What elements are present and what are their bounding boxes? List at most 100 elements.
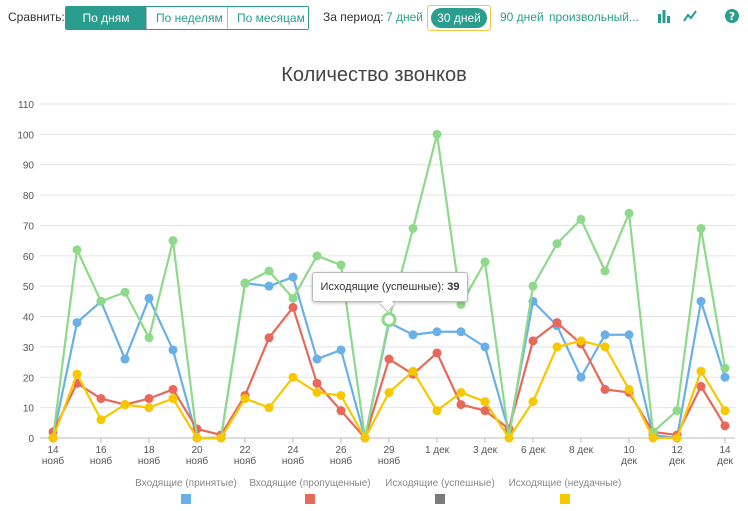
period-30-days-label: 30 дней <box>431 8 487 28</box>
data-point <box>312 387 322 397</box>
data-point <box>528 281 538 291</box>
data-point <box>72 245 82 255</box>
data-point <box>696 296 706 306</box>
legend-label: Исходящие (успешные) <box>385 478 495 489</box>
data-point <box>144 403 154 413</box>
legend-item-incoming-missed[interactable]: Входящие (пропущенные) <box>246 478 374 504</box>
data-point <box>456 327 466 337</box>
data-point <box>288 272 298 282</box>
y-tick-label: 50 <box>23 282 35 293</box>
data-point <box>600 330 610 340</box>
svg-text:?: ? <box>729 10 735 23</box>
period-custom-link[interactable]: произвольный... <box>549 10 639 24</box>
x-tick-label: 12 <box>671 445 683 456</box>
data-point <box>648 433 658 443</box>
x-tick-label: 1 дек <box>425 445 450 456</box>
x-tick-label: 22 <box>239 445 251 456</box>
y-tick-label: 80 <box>23 191 35 202</box>
period-90-days-link[interactable]: 90 дней <box>500 10 544 24</box>
line-chart: 010203040506070809010011014нояб16нояб18н… <box>17 100 735 467</box>
x-tick-label: дек <box>621 456 637 467</box>
data-point <box>144 333 154 343</box>
y-tick-label: 90 <box>23 161 35 172</box>
legend-item-outgoing-failed[interactable]: Исходящие (неудачные) <box>505 478 625 504</box>
data-point <box>600 266 610 276</box>
x-tick-label: нояб <box>330 455 352 467</box>
x-tick-label: 16 <box>95 445 107 456</box>
x-tick-label: 14 <box>47 445 59 456</box>
data-point <box>312 378 322 388</box>
x-tick-label: 24 <box>287 445 299 456</box>
data-point <box>360 433 370 443</box>
data-point <box>336 260 346 270</box>
data-point <box>240 394 250 404</box>
legend-label: Входящие (принятые) <box>135 478 237 489</box>
data-point <box>192 433 202 443</box>
compare-by-month-button[interactable]: По месяцам <box>228 7 308 29</box>
data-point <box>432 348 442 358</box>
legend-label: Входящие (пропущенные) <box>249 478 371 489</box>
data-point <box>720 406 730 416</box>
data-point <box>96 296 106 306</box>
data-point <box>480 406 490 416</box>
data-point <box>432 406 442 416</box>
line-chart-icon[interactable] <box>683 9 697 28</box>
data-point <box>312 354 322 364</box>
data-point <box>576 372 586 382</box>
data-point <box>288 293 298 303</box>
y-tick-label: 100 <box>17 130 34 141</box>
data-point <box>720 372 730 382</box>
compare-by-week-button[interactable]: По неделям <box>147 7 228 29</box>
y-tick-label: 10 <box>23 404 35 415</box>
chart-legend: Входящие (принятые) Входящие (пропущенны… <box>0 478 748 508</box>
x-tick-label: 14 <box>719 445 731 456</box>
data-point <box>456 400 466 410</box>
data-point <box>168 236 178 246</box>
tooltip-label: Исходящие (успешные): <box>320 281 445 293</box>
compare-segmented-control: По дням По неделям По месяцам <box>65 6 309 30</box>
data-point <box>696 366 706 376</box>
x-tick-label: нояб <box>42 455 64 467</box>
data-point <box>624 330 634 340</box>
x-tick-label: нояб <box>138 455 160 467</box>
period-30-days-button[interactable]: 30 дней <box>427 5 491 31</box>
data-point <box>552 318 562 328</box>
data-point <box>456 387 466 397</box>
data-point <box>216 433 226 443</box>
legend-item-outgoing-successful[interactable]: Исходящие (успешные) <box>380 478 500 504</box>
chart-title: Количество звонков <box>281 64 467 86</box>
legend-swatch <box>560 494 570 504</box>
data-point <box>552 342 562 352</box>
help-icon[interactable]: ? <box>725 9 739 28</box>
compare-by-day-button[interactable]: По дням <box>66 7 147 29</box>
data-point <box>336 406 346 416</box>
data-point <box>384 387 394 397</box>
data-point <box>48 433 58 443</box>
legend-item-incoming-accepted[interactable]: Входящие (принятые) <box>130 478 242 504</box>
data-point <box>408 223 418 233</box>
bar-chart-icon[interactable] <box>657 9 671 28</box>
data-point <box>96 394 106 404</box>
period-label: За период: <box>323 10 384 24</box>
y-tick-label: 60 <box>23 252 35 263</box>
data-point <box>720 363 730 373</box>
data-point <box>504 433 514 443</box>
data-point <box>672 406 682 416</box>
y-tick-label: 40 <box>23 313 35 324</box>
x-tick-label: нояб <box>186 455 208 467</box>
period-7-days-link[interactable]: 7 дней <box>386 10 424 24</box>
data-point <box>720 421 730 431</box>
x-tick-label: 6 дек <box>521 445 546 456</box>
data-point <box>264 403 274 413</box>
data-point <box>456 299 466 309</box>
x-tick-label: нояб <box>282 455 304 467</box>
data-point <box>288 302 298 312</box>
data-point <box>696 381 706 391</box>
x-tick-label: 26 <box>335 445 347 456</box>
y-tick-label: 30 <box>23 343 35 354</box>
y-tick-label: 20 <box>23 373 35 384</box>
toolbar: Сравнить: По дням По неделям По месяцам … <box>0 0 748 36</box>
data-point <box>480 397 490 407</box>
data-point <box>120 287 130 297</box>
x-tick-label: 20 <box>191 445 203 456</box>
